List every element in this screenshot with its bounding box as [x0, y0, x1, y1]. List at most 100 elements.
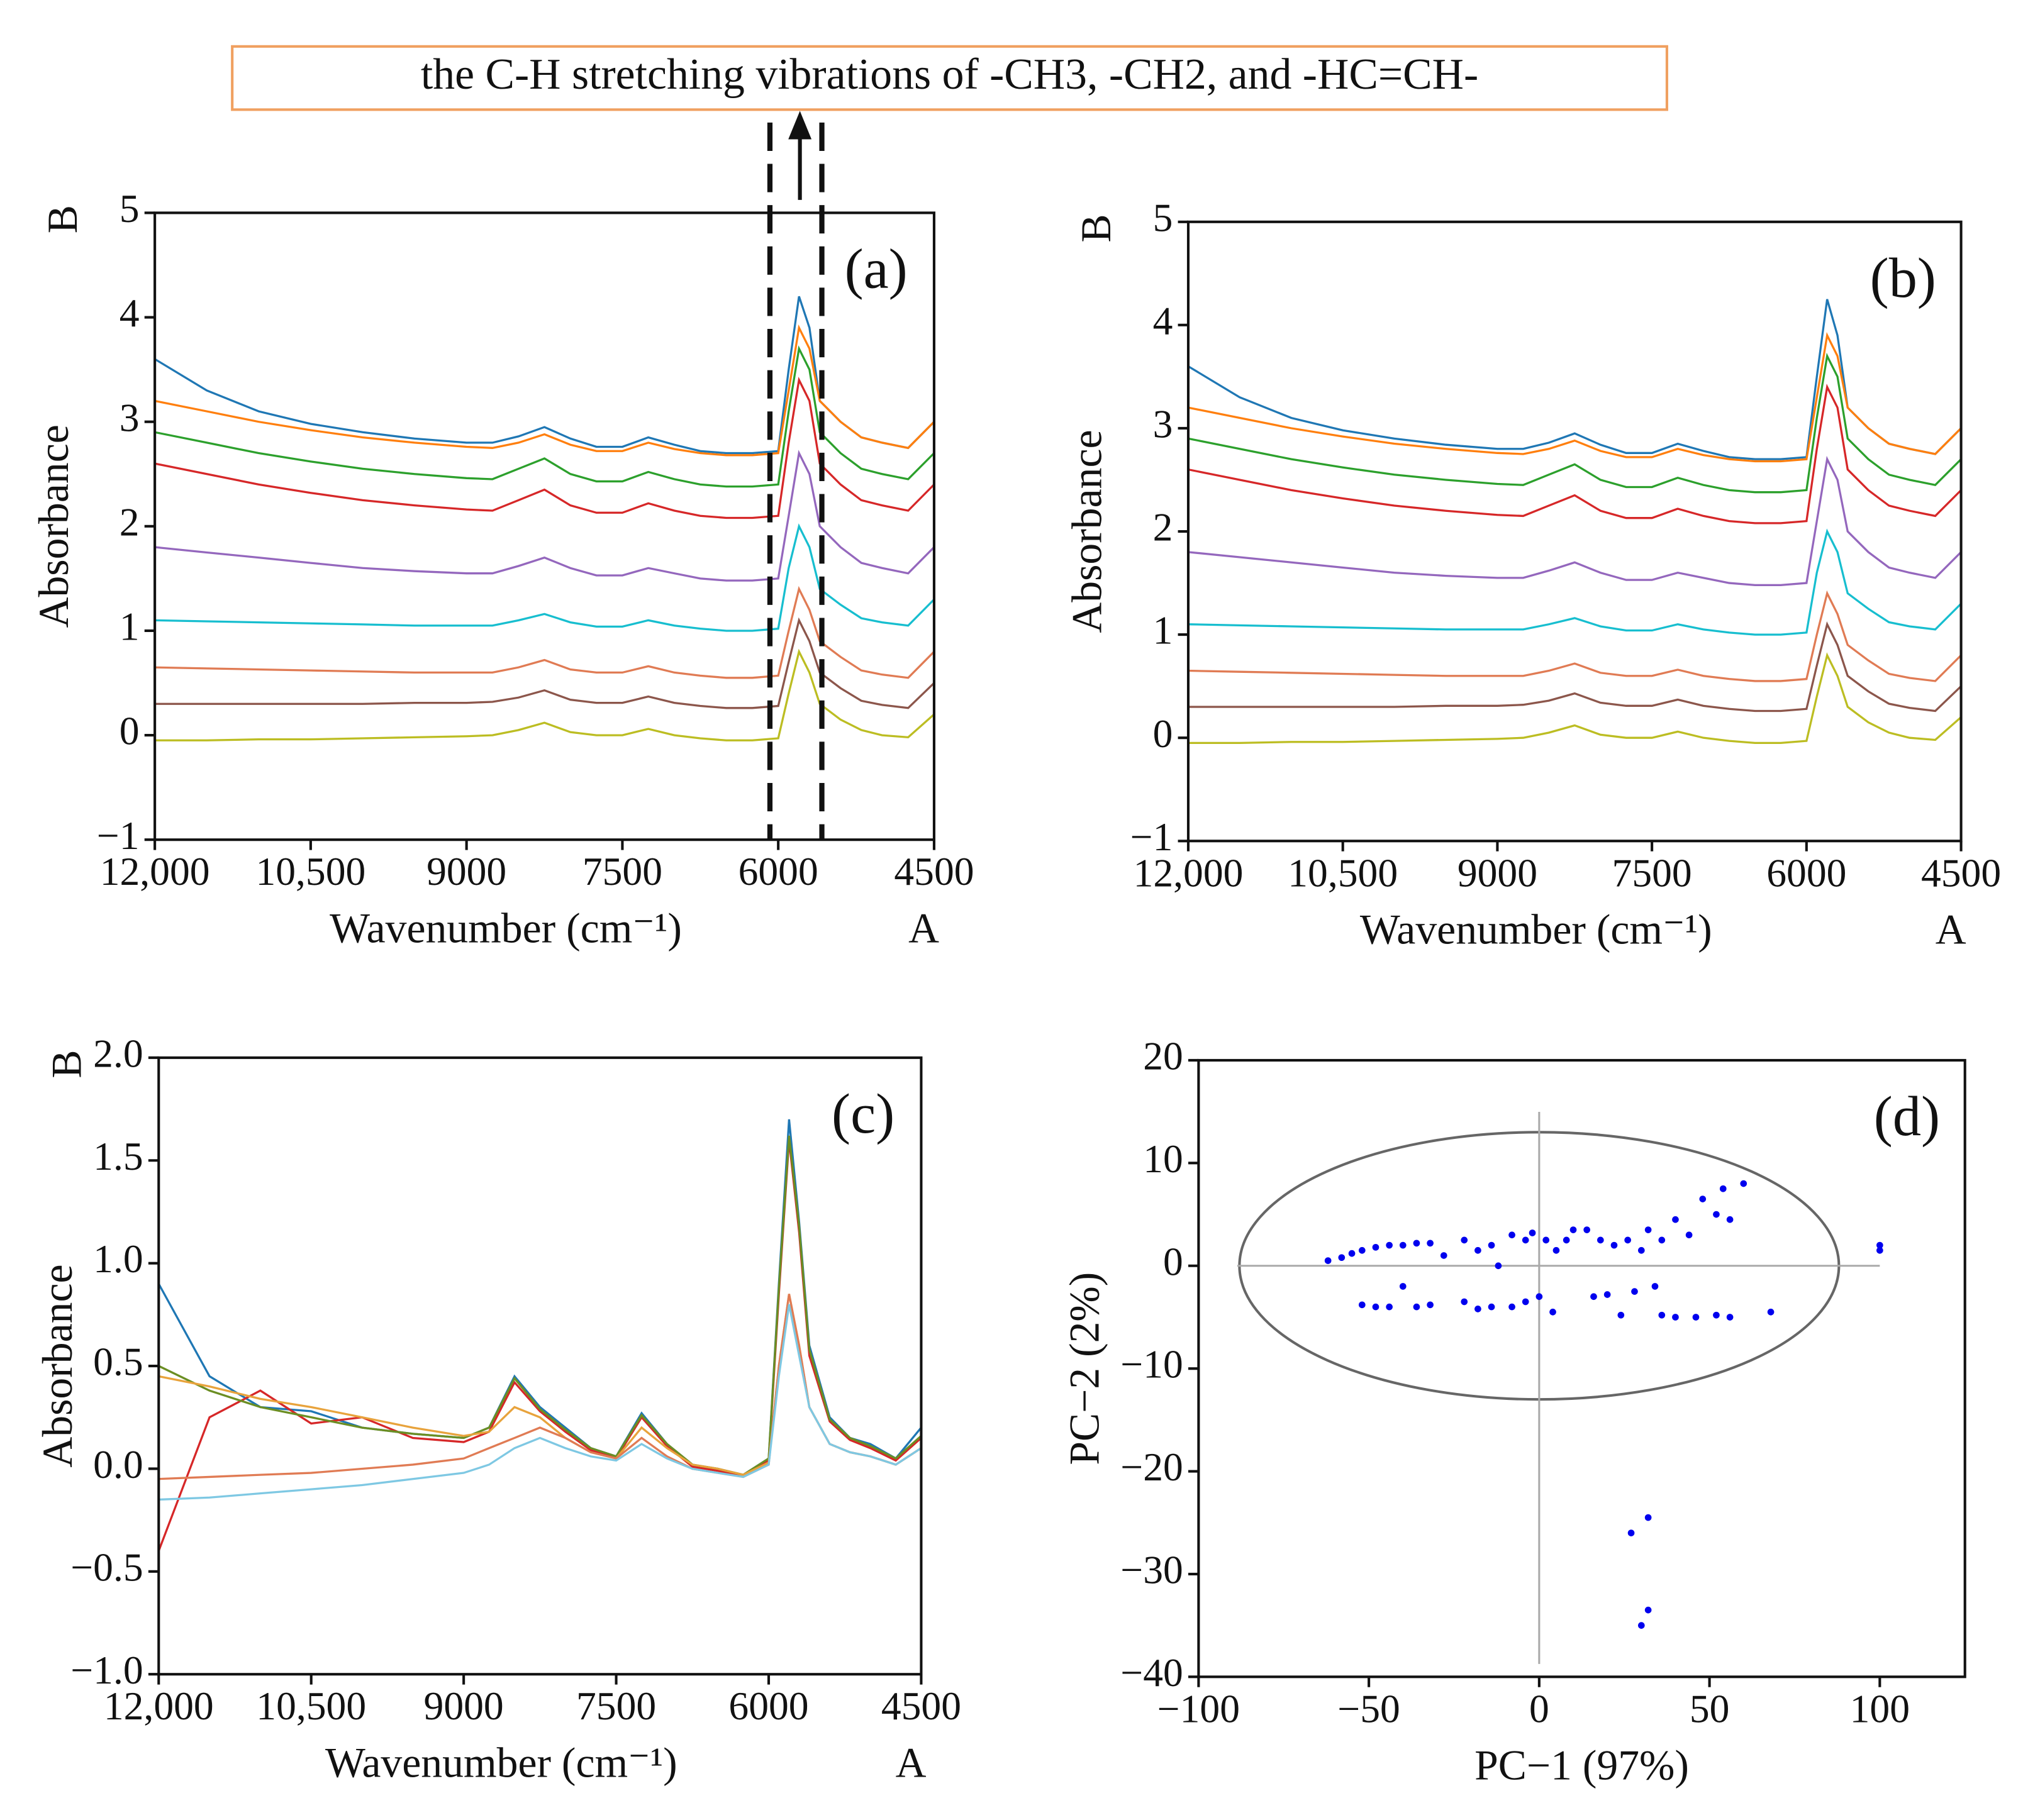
panel-label: (c) — [832, 1082, 894, 1145]
score-point — [1637, 1622, 1645, 1629]
panel-label: (a) — [845, 238, 908, 301]
spectrum — [155, 617, 935, 709]
score-point — [1535, 1293, 1543, 1301]
score-point — [1597, 1236, 1604, 1244]
score-point — [1740, 1180, 1747, 1187]
score-point — [1603, 1291, 1611, 1298]
y-tick-label: −10 — [1120, 1342, 1183, 1387]
spectrum — [155, 648, 935, 741]
y-tick-label: 5 — [120, 186, 140, 231]
score-point — [1358, 1246, 1366, 1254]
score-point — [1474, 1246, 1481, 1254]
plot-frame — [1197, 1058, 1966, 1679]
x-tick-label: 10,500 — [256, 1684, 366, 1728]
score-point — [1358, 1301, 1366, 1309]
spectrum — [1188, 590, 1962, 682]
score-point — [1726, 1314, 1734, 1321]
x-tick-label: 6000 — [1766, 850, 1846, 895]
arrow-head — [788, 111, 812, 140]
score-point — [1672, 1216, 1679, 1223]
y-tick-label: 4 — [120, 291, 140, 335]
score-point — [1474, 1306, 1481, 1312]
x-tick-label: 9000 — [424, 1684, 504, 1728]
y-tick-label: 5 — [1153, 195, 1173, 240]
score-point — [1617, 1311, 1625, 1319]
x-tick-label: 7500 — [576, 1684, 656, 1728]
score-point — [1386, 1241, 1393, 1249]
score-point — [1644, 1514, 1652, 1521]
y-tick-label: −0.5 — [70, 1545, 143, 1589]
y-tick-label: 1.5 — [93, 1134, 143, 1179]
x-tick-label: 10,500 — [255, 849, 365, 894]
score-point — [1627, 1529, 1635, 1536]
x-tick-label: 12,000 — [100, 849, 210, 894]
x-tick-label: 9000 — [426, 849, 506, 894]
spectrum — [157, 1119, 922, 1476]
score-point — [1413, 1303, 1420, 1311]
score-point — [1529, 1229, 1536, 1236]
panel-label: (b) — [1870, 247, 1936, 309]
x-tick-label: −50 — [1337, 1686, 1400, 1731]
score-point — [1495, 1262, 1502, 1270]
x-tick-label: 4500 — [881, 1684, 961, 1728]
x-tick-label: 4500 — [894, 849, 974, 894]
spectrum — [1188, 621, 1962, 713]
x-tick-label: 0 — [1529, 1686, 1549, 1731]
score-point — [1488, 1241, 1495, 1249]
y-tick-label: 0.5 — [93, 1340, 143, 1384]
spectrum — [1188, 528, 1962, 636]
x-tick-label: 9000 — [1457, 850, 1537, 895]
score-point — [1672, 1314, 1679, 1321]
score-point — [1508, 1231, 1515, 1239]
y-axis-label: PC−2 (2%) — [1061, 1272, 1108, 1465]
y-axis-letter: B — [43, 1050, 90, 1079]
score-point — [1719, 1185, 1727, 1192]
score-point — [1427, 1301, 1434, 1309]
score-point — [1624, 1236, 1631, 1244]
spectrum — [154, 324, 935, 457]
spectrum — [155, 523, 935, 632]
spectrum — [154, 450, 935, 582]
score-point — [1508, 1303, 1515, 1311]
plot-frame — [1186, 220, 1963, 843]
spectrum — [154, 376, 935, 519]
score-point — [1324, 1257, 1332, 1264]
score-point — [1726, 1216, 1734, 1223]
x-tick-label: 100 — [1850, 1686, 1910, 1731]
spectrum — [159, 1304, 922, 1501]
spectrum — [1188, 384, 1962, 524]
y-tick-label: −1 — [97, 813, 140, 858]
score-point — [1692, 1314, 1700, 1321]
y-tick-label: 1 — [120, 604, 140, 649]
y-tick-label: 0 — [1153, 711, 1173, 756]
score-point — [1542, 1236, 1550, 1244]
spectrum — [155, 585, 935, 679]
x-axis-letter: A — [1936, 906, 1966, 953]
score-point — [1637, 1246, 1645, 1254]
score-point — [1386, 1303, 1393, 1311]
score-point — [1440, 1252, 1447, 1259]
y-tick-label: 2.0 — [93, 1031, 143, 1075]
score-point — [1372, 1243, 1379, 1251]
y-tick-label: 3 — [120, 395, 140, 440]
score-point — [1461, 1298, 1468, 1306]
x-tick-label: 12,000 — [104, 1684, 214, 1728]
score-point — [1658, 1236, 1666, 1244]
y-tick-label: −40 — [1120, 1650, 1183, 1695]
score-point — [1348, 1250, 1356, 1257]
score-point — [1563, 1236, 1570, 1244]
x-tick-label: 50 — [1690, 1686, 1730, 1731]
x-tick-label: 7500 — [582, 849, 662, 894]
y-tick-label: 0.0 — [93, 1442, 143, 1487]
annotation: the C-H stretching vibrations of -CH3, -… — [421, 50, 1478, 99]
spectrum — [158, 1135, 922, 1476]
y-tick-label: −30 — [1120, 1548, 1183, 1592]
panel-label: (d) — [1874, 1085, 1940, 1148]
score-point — [1590, 1293, 1597, 1301]
score-point — [1399, 1241, 1407, 1249]
y-tick-label: 2 — [1153, 505, 1173, 550]
spectrum — [1188, 352, 1962, 494]
score-point — [1699, 1196, 1707, 1202]
score-point — [1488, 1303, 1495, 1311]
